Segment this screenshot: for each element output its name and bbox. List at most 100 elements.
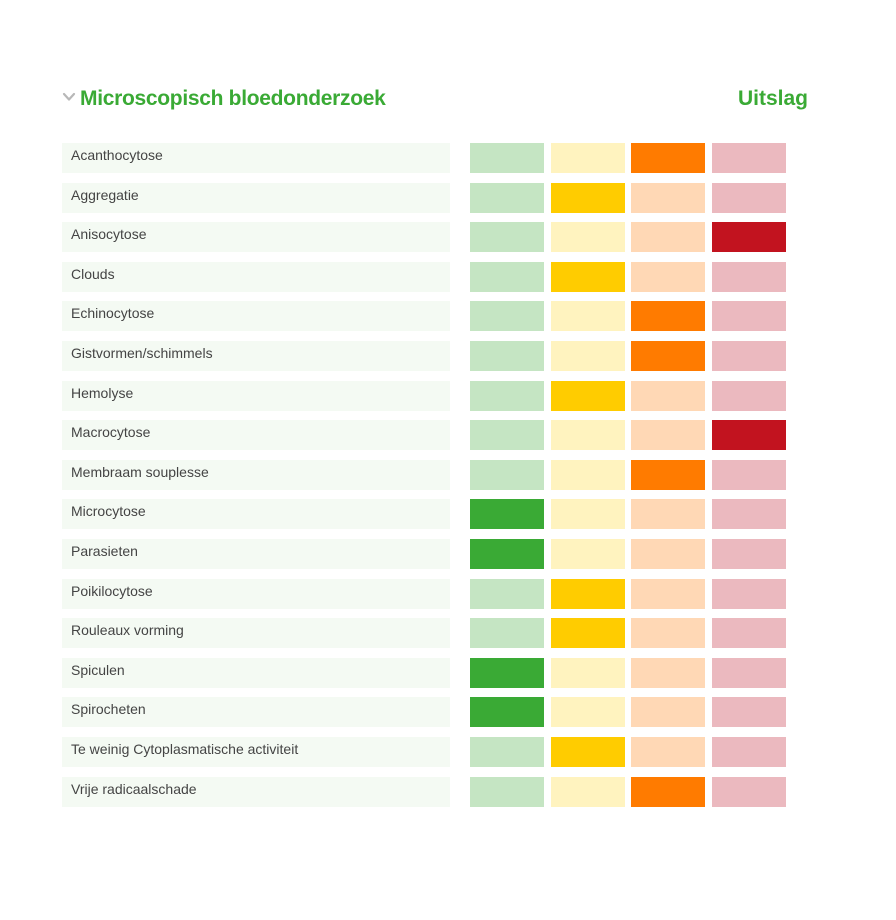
table-row: Macrocytose [62,420,786,451]
result-cell [631,657,705,688]
result-cell [470,459,544,490]
row-label: Vrije radicaalschade [62,776,450,807]
result-cell [631,380,705,411]
result-cell [470,420,544,451]
row-label: Gistvormen/schimmels [62,340,450,371]
result-cell [631,578,705,609]
row-label: Echinocytose [62,301,450,332]
result-cell [470,340,544,371]
result-cell [712,499,786,530]
result-cell [470,776,544,807]
result-cell-active [470,657,544,688]
result-cell [712,380,786,411]
section-header: Microscopisch bloedonderzoek Uitslag [62,84,808,114]
row-label: Spiculen [62,657,450,688]
result-cell [551,776,625,807]
table-row: Rouleaux vorming [62,618,786,649]
result-cell-active [551,618,625,649]
result-cell [470,380,544,411]
result-cell [470,301,544,332]
result-cell [712,340,786,371]
result-cell [712,618,786,649]
row-label: Hemolyse [62,380,450,411]
table-row: Spirocheten [62,697,786,728]
result-cell [551,459,625,490]
result-cell-active [631,459,705,490]
result-cell [631,538,705,569]
result-cell [470,222,544,253]
table-row: Aggregatie [62,182,786,213]
result-cell-active [470,538,544,569]
table-row: Gistvormen/schimmels [62,340,786,371]
row-label: Aggregatie [62,182,450,213]
result-cell [631,736,705,767]
result-cell [631,222,705,253]
result-cell [712,657,786,688]
result-table: Acanthocytose Aggregatie Anisocytose Clouds… [62,143,786,816]
row-label: Te weinig Cytoplasmatische activiteit [62,736,450,767]
table-row: Echinocytose [62,301,786,332]
result-cell-active [712,222,786,253]
result-cell [551,538,625,569]
row-label: Microcytose [62,499,450,530]
result-cell [551,222,625,253]
result-cell [631,420,705,451]
table-row: Vrije radicaalschade [62,776,786,807]
result-cell [631,499,705,530]
result-cell-active [631,776,705,807]
table-row: Poikilocytose [62,578,786,609]
result-cell [470,736,544,767]
row-label: Anisocytose [62,222,450,253]
result-cell [631,182,705,213]
result-cell-active [631,143,705,173]
table-row: Spiculen [62,657,786,688]
result-cell [712,697,786,728]
row-label: Spirocheten [62,697,450,728]
result-cell [631,618,705,649]
result-cell-active [470,697,544,728]
result-cell [470,578,544,609]
result-cell [712,143,786,173]
chevron-down-icon[interactable] [62,90,76,104]
result-cell [551,143,625,173]
result-cell-active [712,420,786,451]
result-cell [470,143,544,173]
result-cell [712,459,786,490]
row-label: Parasieten [62,538,450,569]
row-label: Macrocytose [62,420,450,451]
result-cell-active [470,499,544,530]
table-row: Parasieten [62,538,786,569]
result-cell [551,340,625,371]
result-cell [551,301,625,332]
table-row: Te weinig Cytoplasmatische activiteit [62,736,786,767]
result-cell-active [551,380,625,411]
result-cell [551,499,625,530]
result-cell-active [551,261,625,292]
result-cell [712,578,786,609]
result-cell [712,538,786,569]
row-label: Poikilocytose [62,578,450,609]
result-cell [470,261,544,292]
table-row: Acanthocytose [62,143,786,173]
result-cell [712,301,786,332]
result-cell-active [551,182,625,213]
result-cell [551,420,625,451]
result-cell [470,182,544,213]
table-row: Hemolyse [62,380,786,411]
result-cell [470,618,544,649]
result-column-title: Uitslag [737,87,808,110]
table-row: Membraam souplesse [62,459,786,490]
result-cell-active [551,736,625,767]
result-cell [712,182,786,213]
row-label: Clouds [62,261,450,292]
table-row: Clouds [62,261,786,292]
result-cell [712,261,786,292]
section-title[interactable]: Microscopisch bloedonderzoek [80,87,386,110]
result-cell-active [631,301,705,332]
row-label: Acanthocytose [62,143,450,173]
row-label: Membraam souplesse [62,459,450,490]
result-cell [712,736,786,767]
result-cell-active [551,578,625,609]
result-cell [631,697,705,728]
